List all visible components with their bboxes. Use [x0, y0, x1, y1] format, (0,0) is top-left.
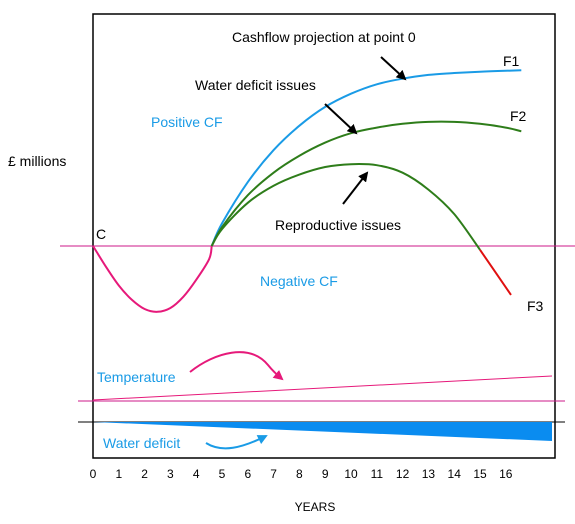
- negative-cf-label: Negative CF: [260, 273, 338, 289]
- cashflow-projection-annotation: Cashflow projection at point 0: [232, 29, 416, 45]
- series-line-f3: [210, 163, 481, 251]
- x-tick-label: 11: [371, 467, 384, 481]
- negative-cashflow-curve: [92, 245, 213, 313]
- temperature-label: Temperature: [97, 369, 176, 385]
- x-tick-label: 16: [499, 467, 513, 481]
- x-tick-label: 3: [167, 467, 174, 481]
- x-tick-label: 7: [270, 467, 277, 481]
- water-deficit-issues-annotation: Water deficit issues: [195, 77, 316, 93]
- y-axis-label: £ millions: [8, 153, 66, 169]
- temperature-trend-line: [92, 375, 553, 401]
- x-tick-label: 6: [244, 467, 251, 481]
- cashflow-annotation-arrow: [380, 56, 407, 81]
- x-tick-label: 5: [219, 467, 226, 481]
- series-label-f2: F2: [510, 108, 527, 124]
- reproductive-issues-annotation: Reproductive issues: [275, 217, 401, 233]
- x-tick-label: 12: [396, 467, 410, 481]
- series-line-f2: [210, 120, 522, 247]
- series-label-f3: F3: [527, 298, 544, 314]
- series-line-f3-decline: [479, 249, 512, 296]
- reproductive-annotation-arrow: [342, 171, 369, 205]
- x-tick-label: 4: [193, 467, 200, 481]
- positive-cf-label: Positive CF: [151, 114, 223, 130]
- x-tick-label: 14: [448, 467, 462, 481]
- x-tick-label: 1: [115, 467, 122, 481]
- series-line-f1: [210, 69, 522, 247]
- series-label-f1: F1: [503, 53, 520, 69]
- x-tick-label: 2: [141, 467, 148, 481]
- x-tick-label: 15: [473, 467, 487, 481]
- x-tick-label: 10: [344, 467, 358, 481]
- water-deficit-label: Water deficit: [103, 435, 180, 451]
- water-deficit-wedge: [93, 422, 552, 441]
- plot-frame: [92, 13, 556, 459]
- temperature-arrow: [189, 351, 284, 381]
- x-tick-label: 0: [90, 467, 97, 481]
- water-annotation-arrow: [324, 103, 358, 135]
- x-axis-label: YEARS: [295, 500, 336, 514]
- x-tick-label: 13: [422, 467, 436, 481]
- x-tick-labels: 0 1 2 3 4 5 6 7 8 9 10 11 12 13 14 15 16: [90, 467, 513, 481]
- x-tick-label: 9: [322, 467, 329, 481]
- water-deficit-arrow: [205, 435, 268, 450]
- start-point-label: C: [96, 226, 106, 242]
- x-tick-label: 8: [296, 467, 303, 481]
